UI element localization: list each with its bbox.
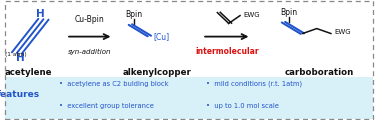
Text: features: features <box>0 90 40 99</box>
Text: intermolecular: intermolecular <box>195 47 259 56</box>
Text: •  acetylene as C2 bulding block: • acetylene as C2 bulding block <box>59 81 168 87</box>
Text: syn-addition: syn-addition <box>68 49 112 55</box>
Text: Cu-Bpin: Cu-Bpin <box>75 15 105 24</box>
Text: H: H <box>36 9 45 19</box>
Text: •  up to 1.0 mol scale: • up to 1.0 mol scale <box>206 103 279 109</box>
Text: alkenylcopper: alkenylcopper <box>122 68 191 77</box>
Text: acetylene: acetylene <box>5 68 52 77</box>
Text: EWG: EWG <box>334 29 351 35</box>
Text: carboboration: carboboration <box>285 68 354 77</box>
Text: Bpin: Bpin <box>280 8 298 17</box>
Text: EWG: EWG <box>244 12 260 18</box>
Text: •  mild conditions (r.t. 1atm): • mild conditions (r.t. 1atm) <box>206 81 302 87</box>
Polygon shape <box>5 77 373 119</box>
Text: H: H <box>15 53 25 63</box>
Text: (1 atm): (1 atm) <box>5 52 27 57</box>
Text: •  excellent group tolerance: • excellent group tolerance <box>59 103 153 109</box>
Text: Bpin: Bpin <box>125 10 143 19</box>
Text: [Cu]: [Cu] <box>153 32 169 41</box>
